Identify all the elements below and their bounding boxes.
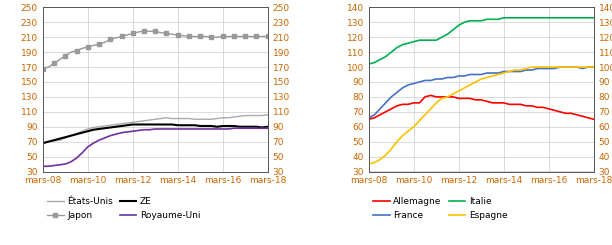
- Legend: États-Unis, Japon, ZE, Royaume-Uni: États-Unis, Japon, ZE, Royaume-Uni: [47, 197, 201, 220]
- Legend: Allemagne, France, Italie, Espagne: Allemagne, France, Italie, Espagne: [373, 197, 507, 220]
